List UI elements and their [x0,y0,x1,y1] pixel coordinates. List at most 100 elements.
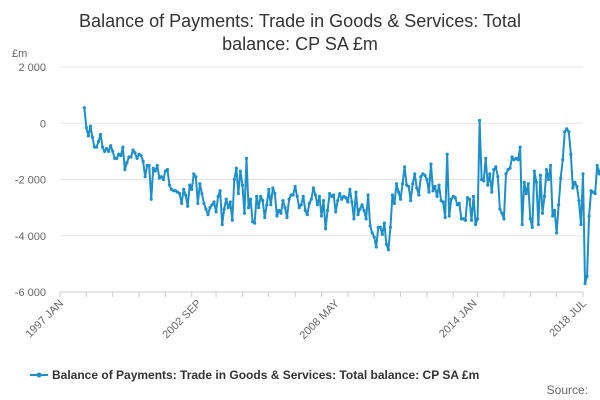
data-point [431,189,435,193]
data-point [194,175,198,179]
data-point [186,204,190,208]
data-point [425,177,429,182]
data-point [90,135,95,139]
data-point [192,172,196,176]
data-point [475,217,480,221]
x-tick-label: 2002 SEP [160,298,204,342]
data-point [265,203,269,207]
data-point [561,158,565,162]
data-point [504,172,508,176]
data-point [352,217,356,221]
data-point [248,197,253,201]
data-point [524,191,528,196]
data-point [516,158,520,162]
data-point [544,168,549,172]
data-point [344,196,348,200]
data-point [557,203,561,207]
data-point [340,197,344,201]
data-point [180,201,184,206]
data-point [135,156,139,161]
data-point [313,193,318,197]
data-point [388,225,393,229]
data-point [232,177,236,182]
data-point [236,191,240,196]
data-point [167,183,172,187]
data-point [259,194,263,198]
data-point [372,235,376,239]
data-point [238,169,243,173]
data-point [293,184,297,189]
data-point [457,201,461,206]
data-point [346,200,350,204]
x-tick-label: 2008 MAY [298,297,343,342]
data-point [287,197,291,201]
x-tick-label: 2018 JUL [547,298,589,340]
data-point [587,214,591,218]
data-point [200,191,204,196]
data-point [348,187,352,191]
data-point [159,175,163,179]
data-point [96,139,101,144]
data-point [571,186,575,190]
legend-point-marker [36,372,42,378]
gridlines [60,66,583,293]
data-point [328,191,332,196]
chart-title-line-2: balance: CP SA £m [222,34,378,54]
data-point [413,172,417,176]
data-point [246,206,251,210]
data-point [390,193,395,197]
data-point [356,213,360,217]
data-point [546,177,551,182]
data-point [188,183,192,187]
data-point [532,169,536,173]
data-point [261,198,265,203]
y-axis-ticks: 2 000 0 -2 000 -4 000 -6 000 [15,62,46,299]
data-point [540,211,545,215]
data-point [492,168,496,172]
data-point [374,245,378,249]
data-point [415,186,419,190]
data-point [542,194,547,198]
data-point [109,144,113,148]
data-point [447,214,451,218]
data-point [334,210,338,214]
data-point [443,215,447,220]
data-point [392,201,397,206]
data-point [323,227,328,231]
y-tick-label: -2 000 [15,175,46,187]
data-point [538,173,543,177]
data-point [398,197,403,201]
data-point [378,225,382,229]
data-point [536,222,541,227]
data-point [510,155,514,159]
data-point [257,206,261,210]
data-point [500,211,504,215]
data-point [419,175,423,179]
data-point [396,190,401,194]
data-point [522,180,526,184]
data-point [526,182,530,186]
data-point [473,222,478,227]
data-point [218,189,222,193]
data-point [119,153,123,158]
data-point [382,221,386,225]
data-point [240,183,245,187]
data-point [178,191,182,196]
data-point [360,203,364,207]
data-point [579,222,583,227]
data-point [244,156,249,161]
legend[interactable]: Balance of Payments: Trade in Goods & Se… [30,368,479,382]
data-point [202,201,206,206]
data-point [407,184,411,189]
data-point [303,208,307,213]
data-point [471,194,476,198]
data-point [151,166,155,170]
data-point [573,180,577,184]
data-point [486,183,490,187]
data-point [281,198,285,203]
data-point [311,186,315,190]
data-point [267,187,271,191]
data-point [577,198,581,203]
data-point [445,152,449,156]
data-point [301,194,305,198]
